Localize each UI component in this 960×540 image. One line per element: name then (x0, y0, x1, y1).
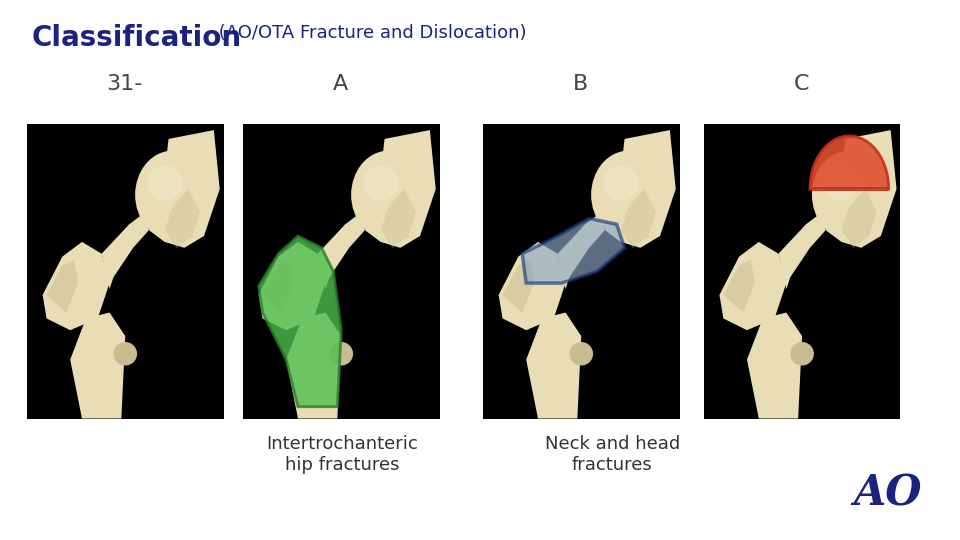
Polygon shape (149, 130, 220, 248)
Text: Classification: Classification (32, 24, 242, 52)
Ellipse shape (790, 342, 814, 366)
Polygon shape (826, 130, 897, 248)
Ellipse shape (147, 165, 182, 201)
Text: AO: AO (853, 472, 922, 514)
Polygon shape (779, 212, 826, 289)
Ellipse shape (591, 151, 666, 239)
Polygon shape (841, 189, 876, 248)
Polygon shape (165, 189, 200, 248)
FancyBboxPatch shape (704, 124, 900, 418)
Ellipse shape (603, 165, 638, 201)
Polygon shape (42, 242, 109, 330)
Polygon shape (102, 212, 149, 289)
FancyBboxPatch shape (27, 124, 224, 418)
Polygon shape (380, 189, 416, 248)
Ellipse shape (569, 342, 593, 366)
Ellipse shape (113, 342, 137, 366)
Polygon shape (620, 189, 656, 248)
Text: Intertrochanteric
hip fractures: Intertrochanteric hip fractures (266, 435, 418, 474)
Text: 31-: 31- (107, 75, 143, 94)
Ellipse shape (351, 151, 426, 239)
Polygon shape (318, 212, 365, 289)
Polygon shape (70, 313, 125, 418)
Polygon shape (719, 242, 786, 330)
FancyBboxPatch shape (483, 124, 680, 418)
Polygon shape (522, 218, 625, 283)
Polygon shape (263, 260, 294, 313)
Text: B: B (573, 75, 588, 94)
Ellipse shape (363, 165, 398, 201)
Polygon shape (365, 130, 436, 248)
Polygon shape (46, 260, 78, 313)
Text: (AO/OTA Fracture and Dislocation): (AO/OTA Fracture and Dislocation) (213, 24, 527, 42)
Ellipse shape (329, 342, 353, 366)
Polygon shape (605, 130, 676, 248)
Polygon shape (258, 236, 342, 407)
Polygon shape (286, 313, 342, 418)
Text: A: A (333, 75, 348, 94)
Ellipse shape (135, 151, 210, 239)
Ellipse shape (824, 165, 859, 201)
FancyBboxPatch shape (243, 124, 440, 418)
Polygon shape (558, 212, 605, 289)
Polygon shape (810, 136, 889, 189)
Polygon shape (498, 242, 565, 330)
Polygon shape (747, 313, 803, 418)
Polygon shape (503, 260, 534, 313)
Ellipse shape (812, 151, 887, 239)
Text: Neck and head
fractures: Neck and head fractures (545, 435, 680, 474)
Text: C: C (794, 75, 809, 94)
Polygon shape (723, 260, 755, 313)
Polygon shape (526, 313, 582, 418)
Polygon shape (258, 242, 325, 330)
